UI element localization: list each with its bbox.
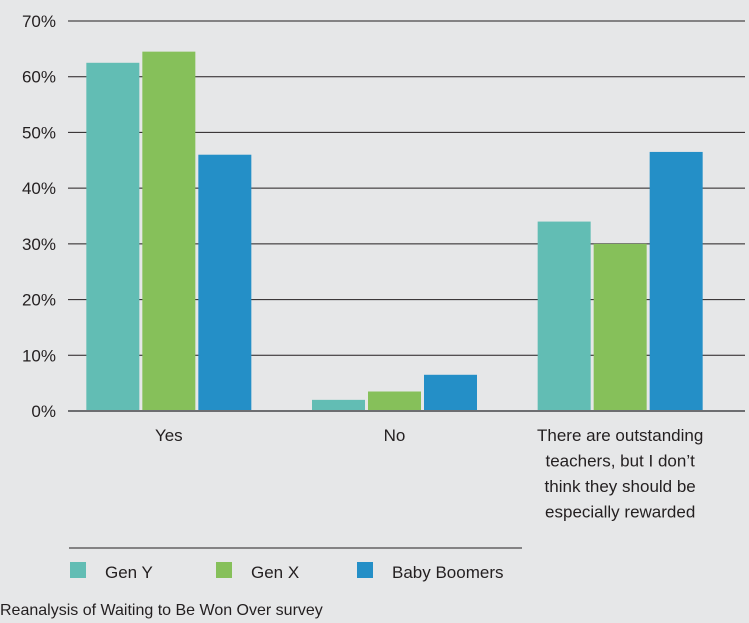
y-tick-label: 60% — [22, 68, 56, 87]
legend-label: Gen X — [251, 563, 299, 582]
category-label: No — [384, 426, 406, 445]
bar-baby-boomers — [424, 374, 477, 411]
y-tick-label: 40% — [22, 179, 56, 198]
x-axis-category-labels: Yes No There are outstanding teachers, but … — [155, 426, 703, 522]
bar-gen-x — [142, 51, 196, 412]
bar-baby-boomers — [198, 154, 252, 411]
category-label: There are outstanding teachers, but I don… — [537, 426, 703, 522]
legend-item: Gen X — [216, 562, 299, 582]
bar-gen-y — [86, 62, 140, 412]
source-note: Reanalysis of Waiting to Be Won Over sur… — [0, 602, 323, 619]
y-tick-label: 10% — [22, 346, 56, 365]
legend-label: Gen Y — [105, 563, 153, 582]
legend: Gen Y Gen X Baby Boomers — [70, 562, 504, 582]
bar-gen-y — [537, 221, 591, 411]
legend-item: Gen Y — [70, 562, 153, 582]
y-tick-label: 30% — [22, 235, 56, 254]
bar-baby-boomers — [649, 151, 703, 411]
y-axis-tick-labels: 0% 10% 20% 30% 40% 50% 60% 70% — [22, 12, 56, 421]
y-tick-label: 70% — [22, 12, 56, 31]
y-tick-label: 50% — [22, 123, 56, 142]
legend-item: Baby Boomers — [357, 562, 504, 582]
category-label: Yes — [155, 426, 183, 445]
legend-label: Baby Boomers — [392, 563, 504, 582]
bar-gen-y — [312, 399, 365, 411]
legend-swatch — [216, 562, 232, 578]
bar-gen-x — [368, 391, 421, 411]
y-tick-label: 0% — [31, 402, 56, 421]
bar-gen-x — [593, 243, 647, 411]
legend-swatch — [357, 562, 373, 578]
legend-swatch — [70, 562, 86, 578]
y-tick-label: 20% — [22, 291, 56, 310]
bars — [86, 51, 703, 412]
